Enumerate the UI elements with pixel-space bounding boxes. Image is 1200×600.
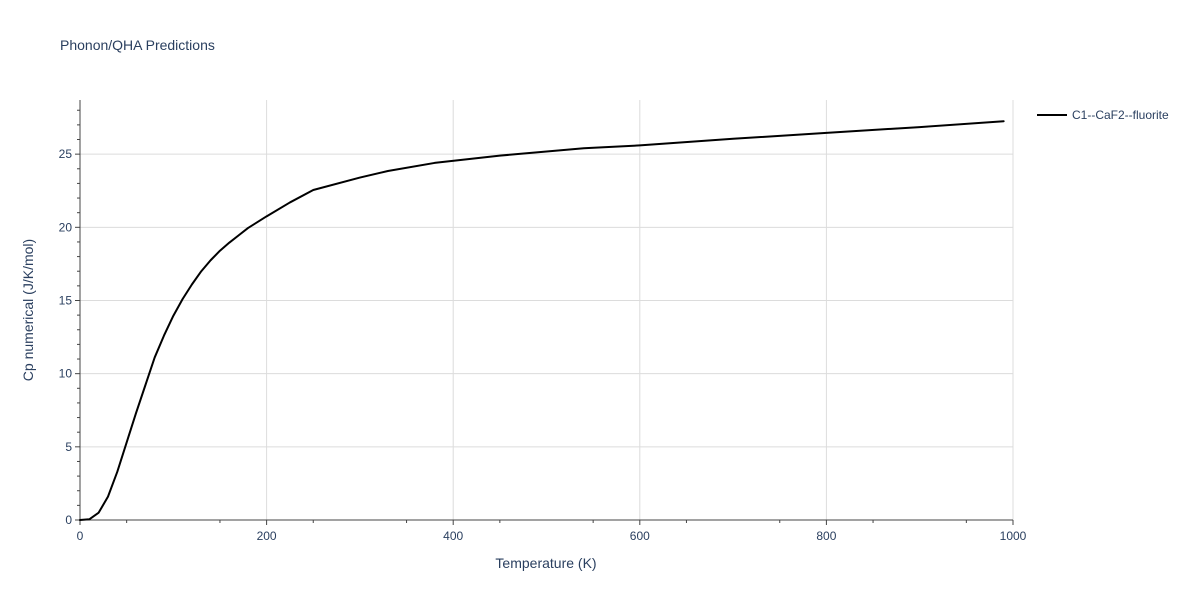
y-tick-label: 0 bbox=[65, 513, 72, 527]
y-tick-label: 15 bbox=[59, 293, 73, 307]
grid bbox=[80, 100, 1014, 520]
series-layer bbox=[79, 120, 1005, 521]
series-line bbox=[79, 120, 1005, 521]
y-tick-label: 25 bbox=[59, 147, 73, 161]
chart-title: Phonon/QHA Predictions bbox=[60, 37, 215, 53]
y-tick-label: 20 bbox=[59, 220, 73, 234]
x-tick-label: 400 bbox=[443, 529, 463, 543]
legend-label: C1--CaF2--fluorite bbox=[1072, 108, 1169, 122]
x-tick-label: 0 bbox=[77, 529, 84, 543]
legend[interactable]: C1--CaF2--fluorite bbox=[1037, 108, 1169, 122]
y-axis-title: Cp numerical (J/K/mol) bbox=[20, 239, 36, 381]
x-tick-label: 200 bbox=[257, 529, 277, 543]
x-tick-label: 600 bbox=[630, 529, 650, 543]
axes: 0 200 400 600 800 1000 0 5 10 15 20 25 bbox=[59, 100, 1027, 543]
y-tick-label: 5 bbox=[65, 440, 72, 454]
x-axis-title: Temperature (K) bbox=[495, 555, 596, 571]
x-tick-label: 1000 bbox=[1000, 529, 1027, 543]
x-tick-label: 800 bbox=[816, 529, 836, 543]
y-tick-label: 10 bbox=[59, 367, 73, 381]
